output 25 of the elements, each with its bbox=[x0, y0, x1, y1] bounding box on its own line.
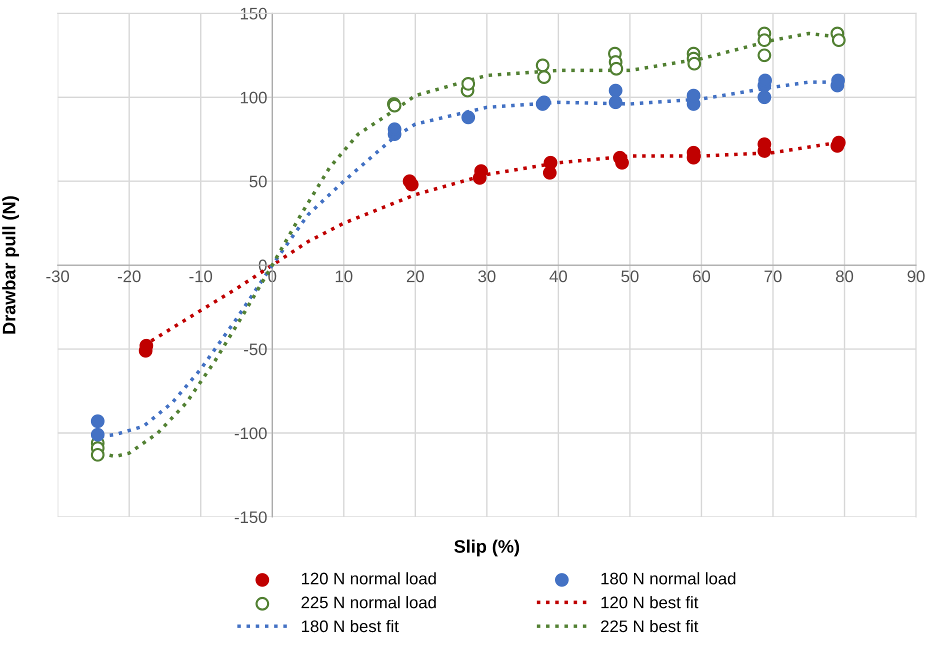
y-tick-label: -150 bbox=[234, 511, 267, 524]
x-tick-label: 50 bbox=[621, 270, 639, 282]
y-tick-label: -50 bbox=[244, 343, 267, 356]
legend-label: 120 N normal load bbox=[302, 572, 436, 584]
x-tick-label: 20 bbox=[406, 270, 424, 282]
x-tick-label: -20 bbox=[118, 270, 141, 282]
y-axis-title: Drawbar pull (N) bbox=[2, 196, 20, 334]
x-tick-label: 40 bbox=[550, 270, 568, 282]
legend-label: 120 N best fit bbox=[601, 596, 698, 608]
x-tick-label: 30 bbox=[478, 270, 496, 282]
legend-label: 180 N best fit bbox=[302, 620, 399, 632]
x-tick-label: 10 bbox=[336, 270, 352, 282]
x-tick-label: 60 bbox=[693, 270, 710, 282]
x-tick-label: 90 bbox=[908, 270, 925, 282]
legend-label: 225 N normal load bbox=[302, 596, 436, 608]
y-tick-label: 100 bbox=[240, 92, 267, 104]
x-tick-label: 70 bbox=[764, 270, 782, 282]
x-tick-label: 80 bbox=[836, 270, 854, 282]
x-tick-label: -10 bbox=[189, 270, 212, 282]
x-tick-label: -30 bbox=[46, 270, 70, 282]
y-tick-label: -100 bbox=[234, 427, 267, 440]
legend-label: 225 N best fit bbox=[601, 620, 698, 632]
legend-label: 180 N normal load bbox=[601, 572, 736, 584]
y-tick-label: 50 bbox=[250, 176, 267, 188]
x-axis-title: Slip (%) bbox=[454, 540, 520, 556]
